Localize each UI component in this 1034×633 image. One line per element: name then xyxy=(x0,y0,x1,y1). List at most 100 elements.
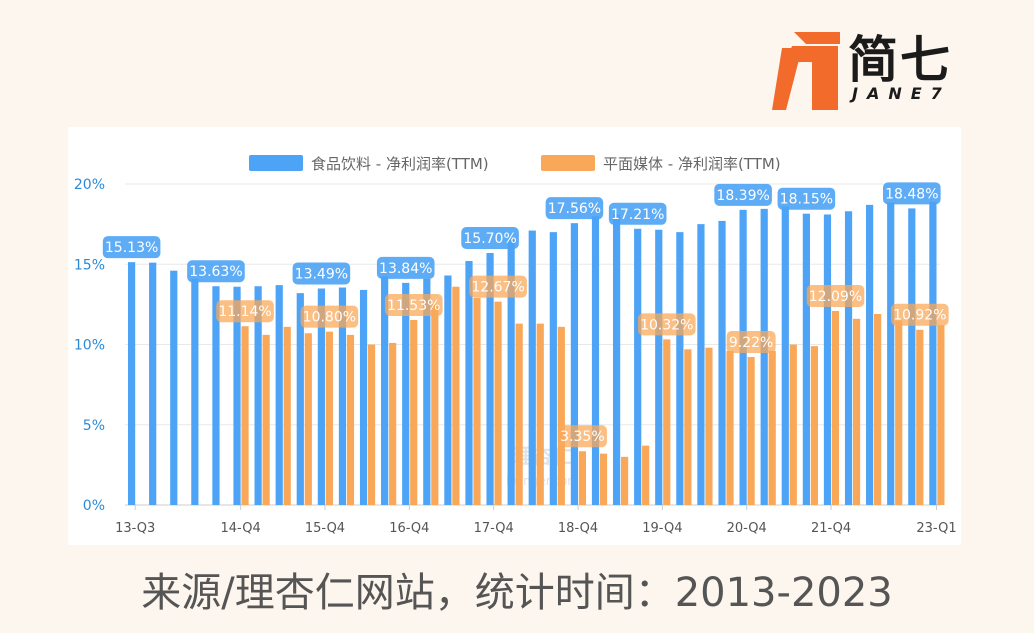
legend-swatch xyxy=(541,155,595,171)
bar-print-media xyxy=(684,349,692,505)
bar-chart: 0% 5% 10% 15% 20% 13-Q3 14-Q4 15-Q4 16-Q4 17-Q4 18… xyxy=(74,155,957,536)
y-tick-label: 0% xyxy=(83,498,105,514)
bar-food-beverage xyxy=(212,286,220,505)
bar-food-beverage xyxy=(929,201,937,505)
bar-food-beverage xyxy=(423,278,431,505)
data-label-bg xyxy=(292,262,351,285)
bar-food-beverage xyxy=(908,208,916,505)
x-tick-label: 17-Q4 xyxy=(474,521,514,536)
bar-food-beverage xyxy=(254,286,262,505)
data-label-bg xyxy=(461,227,519,250)
bar-print-media xyxy=(536,323,544,505)
bar-food-beverage xyxy=(233,286,241,505)
data-label: 18.15% xyxy=(780,192,833,208)
bar-food-beverage xyxy=(634,228,642,505)
data-label-bg xyxy=(806,284,865,307)
data-label: 18.48% xyxy=(885,186,938,202)
data-label: 17.56% xyxy=(548,201,601,217)
bar-print-media xyxy=(241,326,249,505)
bar-print-media xyxy=(874,314,882,505)
bar-print-media xyxy=(367,344,376,505)
bar-print-media xyxy=(410,319,418,505)
data-label: 18.39% xyxy=(716,188,769,204)
legend-label: 平面媒体 - 净利润率(TTM) xyxy=(603,155,781,173)
y-tick-label: 15% xyxy=(74,257,105,273)
x-tick-label: 15-Q4 xyxy=(305,521,345,536)
x-tick-label: 18-Q4 xyxy=(558,521,598,536)
bar-food-beverage xyxy=(128,262,136,505)
data-label-bg xyxy=(714,183,772,206)
bar-food-beverage xyxy=(170,270,178,505)
bar-print-media xyxy=(726,350,734,505)
data-label: 15.13% xyxy=(105,240,158,256)
chart-panel: 0% 5% 10% 15% 20% 13-Q3 14-Q4 15-Q4 16-Q4 17-Q4 18… xyxy=(68,127,961,545)
bar-print-media xyxy=(852,318,861,505)
bar-print-media xyxy=(937,325,945,505)
bar-print-media xyxy=(578,451,587,505)
bar-print-media xyxy=(620,456,629,505)
bar-food-beverage xyxy=(718,220,726,505)
bar-print-media xyxy=(663,339,671,505)
data-label-bg xyxy=(557,425,607,448)
bar-print-media xyxy=(346,334,355,505)
bar-food-beverage xyxy=(591,216,600,505)
data-label-bg xyxy=(891,303,949,326)
bar-print-media xyxy=(431,304,439,505)
source-caption: 来源/理杏仁网站，统计时间：2013-2023 xyxy=(141,570,893,616)
bar-print-media xyxy=(283,326,291,505)
bar-print-media xyxy=(473,297,481,505)
data-label: 9.22% xyxy=(729,335,773,351)
data-label-bg xyxy=(300,305,359,328)
bar-food-beverage xyxy=(866,204,874,505)
bar-food-beverage xyxy=(612,214,621,505)
data-label: 11.53% xyxy=(387,298,440,314)
brand-logo: 简七 JANE7 xyxy=(772,24,972,114)
bar-print-media xyxy=(789,344,797,505)
bar-food-beverage xyxy=(444,275,452,505)
bar-food-beverage xyxy=(465,261,473,505)
bar-food-beverage xyxy=(739,209,747,505)
x-tick-label: 19-Q4 xyxy=(642,521,682,536)
bar-food-beverage xyxy=(676,232,684,505)
bar-food-beverage xyxy=(191,278,199,505)
data-label-bg xyxy=(777,187,836,210)
x-tick-label: 23-Q1 xyxy=(916,521,956,536)
logo-subtext: JANE7 xyxy=(852,84,951,103)
bar-print-media xyxy=(747,357,755,505)
bar-food-beverage xyxy=(338,287,347,505)
y-tick-label: 10% xyxy=(74,338,105,354)
legend-label: 食品饮料 - 净利润率(TTM) xyxy=(311,155,489,173)
bar-print-media xyxy=(810,346,818,505)
x-tick-label: 14-Q4 xyxy=(221,521,261,536)
bar-food-beverage xyxy=(887,202,895,505)
bar-food-beverage xyxy=(760,208,768,505)
bar-food-beverage xyxy=(697,224,705,505)
bar-print-media xyxy=(831,310,840,505)
bar-food-beverage xyxy=(275,285,283,505)
bar-food-beverage xyxy=(317,288,325,505)
bar-food-beverage xyxy=(570,223,579,506)
bar-print-media xyxy=(705,347,713,505)
bar-print-media xyxy=(262,334,270,505)
bar-print-media xyxy=(494,301,502,505)
data-label: 10.92% xyxy=(893,308,946,324)
bar-food-beverage xyxy=(823,214,832,505)
bar-food-beverage xyxy=(359,289,368,505)
bar-food-beverage xyxy=(781,206,789,505)
x-tick-label: 13-Q3 xyxy=(115,521,155,536)
y-tick-label: 20% xyxy=(74,177,105,193)
bar-print-media xyxy=(389,342,397,505)
bar-print-media xyxy=(557,326,565,505)
bar-print-media xyxy=(895,320,903,505)
data-label-bg xyxy=(216,300,274,323)
data-label-bg xyxy=(637,313,696,336)
bar-print-media xyxy=(325,331,333,505)
data-label-bg xyxy=(102,236,161,259)
x-tick-label: 16-Q4 xyxy=(389,521,429,536)
legend-swatch xyxy=(249,155,303,171)
data-label-bg xyxy=(376,256,435,279)
data-label: 13.49% xyxy=(295,266,348,282)
y-tick-label: 5% xyxy=(83,418,105,434)
data-label: 10.80% xyxy=(303,310,356,326)
bar-print-media xyxy=(452,286,460,505)
